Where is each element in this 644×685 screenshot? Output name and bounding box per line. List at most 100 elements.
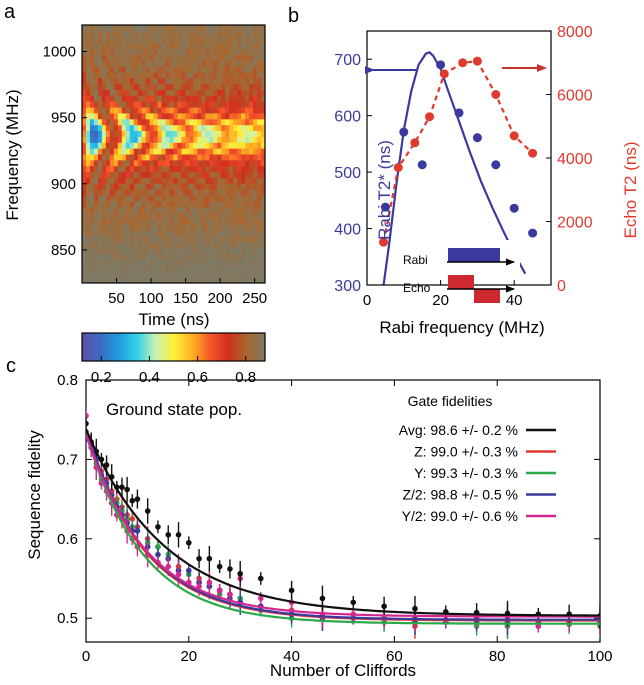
- heatmap-cell: [181, 259, 186, 266]
- heatmap-cell: [189, 265, 194, 272]
- heatmap-cell: [82, 36, 87, 44]
- heatmap-cell: [141, 165, 147, 173]
- heatmap-cell: [93, 189, 99, 196]
- heatmap-cell: [253, 224, 258, 231]
- heatmap-cell: [133, 218, 139, 225]
- heatmap-cell: [201, 112, 206, 120]
- heatmap-cell: [181, 195, 186, 202]
- heatmap-cell: [145, 154, 151, 161]
- heatmap-cell: [161, 48, 167, 55]
- heatmap-cell: [257, 236, 262, 243]
- heatmap-cell: [245, 71, 250, 79]
- heatmap-cell: [137, 30, 143, 38]
- heatmap-cell: [93, 130, 99, 137]
- heatmap-cell: [225, 112, 230, 120]
- heatmap-cell: [117, 107, 123, 114]
- heatmap-cell: [85, 142, 91, 149]
- heatmap-cell: [233, 259, 238, 266]
- legend-label: Y/2: 99.0 +/- 0.6 %: [402, 508, 518, 524]
- heatmap-cell: [117, 101, 123, 108]
- colorbar-tick-label: 0.4: [139, 369, 160, 386]
- heatmap-cell: [82, 107, 87, 114]
- rb-point: [216, 563, 223, 570]
- heatmap-cell: [193, 265, 198, 272]
- heatmap-cell: [229, 165, 234, 173]
- heatmap-cell: [205, 136, 210, 143]
- heatmap-cell: [257, 253, 262, 261]
- heatmap-cell: [141, 36, 147, 44]
- heatmap-cell: [101, 112, 107, 120]
- heatmap-cell: [149, 136, 155, 143]
- heatmap-cell: [225, 136, 230, 143]
- heatmap-cell: [185, 48, 190, 55]
- heatmap-cell: [101, 177, 107, 184]
- heatmap-cell: [157, 236, 163, 243]
- heatmap-cell: [189, 177, 194, 184]
- heatmap-cell: [129, 224, 135, 231]
- heatmap-cell: [161, 200, 167, 208]
- heatmap-cell: [105, 136, 111, 143]
- heatmap-cell: [237, 265, 242, 272]
- heatmap-cell: [82, 54, 87, 61]
- heatmap-cell: [89, 277, 95, 283]
- heatmap-cell: [141, 112, 147, 120]
- heatmap-cell: [225, 259, 230, 266]
- heatmap-cell: [85, 165, 91, 173]
- heatmap-cell: [233, 148, 238, 155]
- heatmap-cell: [109, 42, 115, 49]
- heatmap-cell: [237, 277, 242, 283]
- heatmap-cell: [257, 124, 262, 132]
- heatmap-cell: [221, 130, 226, 137]
- heatmap-cell: [173, 195, 178, 202]
- heatmap-cell: [165, 189, 171, 196]
- heatmap-cell: [85, 136, 91, 143]
- heatmap-cell: [117, 165, 123, 173]
- heatmap-cell: [109, 118, 115, 126]
- heatmap-cell: [229, 101, 234, 108]
- heatmap-cell: [197, 212, 202, 219]
- heatmap-cell: [241, 165, 246, 173]
- heatmap-cell: [217, 89, 222, 96]
- heatmap-cell: [229, 60, 234, 67]
- heatmap-cell: [261, 66, 265, 73]
- heatmap-cell: [241, 83, 246, 90]
- heatmap-cell: [209, 36, 214, 44]
- heatmap-cell: [201, 241, 206, 249]
- heatmap-cell: [237, 124, 242, 132]
- heatmap-cell: [165, 171, 171, 178]
- heatmap-cell: [101, 277, 107, 283]
- heatmap-cell: [121, 148, 127, 155]
- heatmap-cell: [205, 189, 210, 196]
- heatmap-cell: [149, 107, 155, 114]
- heatmap-cell: [229, 241, 234, 249]
- heatmap-cell: [233, 112, 238, 120]
- heatmap-cell: [225, 200, 230, 208]
- heatmap-cell: [253, 206, 258, 214]
- heatmap-cell: [197, 130, 202, 137]
- heatmap-cell: [189, 259, 194, 266]
- heatmap-cell: [193, 124, 198, 132]
- heatmap-cell: [145, 136, 151, 143]
- rb-point: [129, 497, 136, 504]
- heatmap-cell: [169, 77, 174, 85]
- heatmap-cell: [221, 54, 226, 61]
- echo-point: [528, 148, 538, 158]
- heatmap-cell: [117, 259, 123, 266]
- heatmap-cell: [193, 101, 198, 108]
- heatmap-cell: [237, 101, 242, 108]
- heatmap-cell: [249, 66, 254, 73]
- heatmap-cell: [229, 118, 234, 126]
- heatmap-cell: [205, 107, 210, 114]
- heatmap-cell: [85, 154, 91, 161]
- heatmap-cell: [189, 253, 194, 261]
- heatmap-cell: [125, 253, 131, 261]
- heatmap-cell: [169, 236, 174, 243]
- heatmap-cell: [141, 265, 147, 272]
- heatmap-cell: [253, 253, 258, 261]
- heatmap-cell: [97, 60, 103, 67]
- heatmap-cell: [93, 83, 99, 90]
- heatmap-cell: [261, 130, 265, 137]
- rb-ytick-label: 0.6: [57, 531, 78, 548]
- heatmap-cell: [89, 112, 95, 120]
- heatmap-cell: [173, 36, 178, 44]
